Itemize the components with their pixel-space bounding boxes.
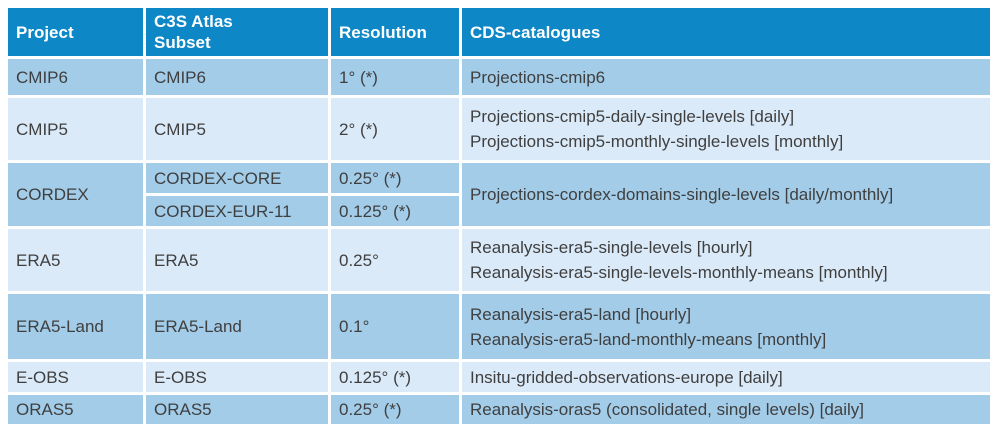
project-cell: CMIP6 (8, 59, 143, 95)
column-header-resolution: Resolution (331, 8, 459, 56)
column-header-project: Project (8, 8, 143, 56)
subset-cell: E-OBS (146, 362, 328, 392)
project-cell: ERA5-Land (8, 294, 143, 359)
table-row-eobs: E-OBS E-OBS 0.125° (*) Insitu-gridded-ob… (8, 362, 990, 392)
table-row-era5-land: ERA5-Land ERA5-Land 0.1° Reanalysis-era5… (8, 294, 990, 359)
subset-cell: CORDEX-EUR-11 (146, 196, 328, 226)
subset-cell: ERA5 (146, 229, 328, 291)
resolution-cell: 0.125° (*) (331, 196, 459, 226)
datasets-table: Project C3S Atlas Subset Resolution CDS-… (5, 5, 993, 427)
table-header-row: Project C3S Atlas Subset Resolution CDS-… (8, 8, 990, 56)
project-cell: ORAS5 (8, 395, 143, 424)
table-row-oras5: ORAS5 ORAS5 0.25° (*) Reanalysis-oras5 (… (8, 395, 990, 424)
catalogues-cell: Projections-cordex-domains-single-levels… (462, 163, 990, 226)
resolution-cell: 0.125° (*) (331, 362, 459, 392)
subset-cell: CORDEX-CORE (146, 163, 328, 193)
project-cell: CMIP5 (8, 98, 143, 160)
catalogues-cell: Insitu-gridded-observations-europe [dail… (462, 362, 990, 392)
catalogues-cell: Reanalysis-era5-single-levels [hourly] R… (462, 229, 990, 291)
table-row-cordex-core: CORDEX CORDEX-CORE 0.25° (*) Projections… (8, 163, 990, 226)
resolution-cell: 2° (*) (331, 98, 459, 160)
table-row-era5: ERA5 ERA5 0.25° Reanalysis-era5-single-l… (8, 229, 990, 291)
column-header-subset: C3S Atlas Subset (146, 8, 328, 56)
project-cell: CORDEX (8, 163, 143, 226)
catalogues-cell: Reanalysis-era5-land [hourly] Reanalysis… (462, 294, 990, 359)
subset-cell: ORAS5 (146, 395, 328, 424)
column-header-catalogues: CDS-catalogues (462, 8, 990, 56)
table-row-cmip6: CMIP6 CMIP6 1° (*) Projections-cmip6 (8, 59, 990, 95)
resolution-cell: 0.25° (*) (331, 395, 459, 424)
subset-cell: ERA5-Land (146, 294, 328, 359)
project-cell: ERA5 (8, 229, 143, 291)
resolution-cell: 0.25° (*) (331, 163, 459, 193)
table-row-cmip5: CMIP5 CMIP5 2° (*) Projections-cmip5-dai… (8, 98, 990, 160)
subset-cell: CMIP5 (146, 98, 328, 160)
table-row-cordex-eur11: CORDEX-EUR-11 0.125° (*) (8, 196, 990, 226)
catalogues-cell: Reanalysis-oras5 (consolidated, single l… (462, 395, 990, 424)
catalogues-cell: Projections-cmip5-daily-single-levels [d… (462, 98, 990, 160)
project-cell: E-OBS (8, 362, 143, 392)
subset-cell: CMIP6 (146, 59, 328, 95)
catalogues-cell: Projections-cmip6 (462, 59, 990, 95)
resolution-cell: 0.1° (331, 294, 459, 359)
resolution-cell: 1° (*) (331, 59, 459, 95)
resolution-cell: 0.25° (331, 229, 459, 291)
